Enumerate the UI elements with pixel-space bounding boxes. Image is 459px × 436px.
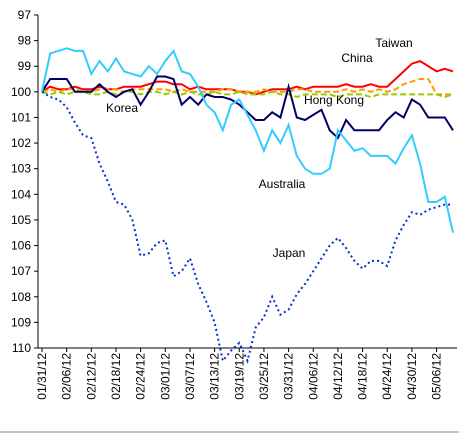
x-tick-label: 01/31/12: [35, 353, 49, 400]
x-tick-label: 04/18/12: [356, 353, 370, 400]
y-tick-label: 108: [11, 290, 31, 304]
y-tick-label: 101: [11, 110, 31, 124]
y-tick-label: 99: [18, 59, 32, 73]
series-line: [41, 78, 453, 96]
y-tick-label: 109: [11, 315, 31, 329]
y-tick-label: 102: [11, 136, 31, 150]
x-tick-label: 02/06/12: [60, 353, 74, 400]
y-tick-label: 106: [11, 239, 31, 253]
series-line: [41, 75, 454, 140]
series-label: Hong Kong: [304, 93, 364, 107]
x-tick-label: 03/19/12: [232, 353, 246, 400]
x-tick-label: 04/06/12: [306, 353, 320, 400]
series-label: China: [341, 51, 373, 65]
x-tick-label: 05/06/12: [430, 353, 444, 400]
x-tick-label: 03/01/12: [158, 353, 172, 400]
x-tick-label: 04/24/12: [380, 353, 394, 400]
y-tick-label: 98: [18, 34, 32, 48]
y-tick-label: 100: [11, 85, 31, 99]
series-line: [41, 90, 453, 364]
y-tick-label: 110: [12, 341, 31, 355]
series-label: Japan: [273, 246, 306, 260]
series-label: Taiwan: [375, 36, 412, 50]
x-tick-label: 04/30/12: [405, 353, 419, 400]
y-tick-label: 105: [11, 213, 31, 227]
y-tick-label: 97: [18, 8, 32, 22]
y-tick-label: 103: [11, 162, 31, 176]
series-label: Korea: [106, 101, 138, 115]
series-line: [41, 90, 454, 99]
x-tick-label: 04/12/12: [331, 353, 345, 400]
x-tick-label: 02/24/12: [134, 353, 148, 400]
x-tick-label: 02/12/12: [84, 353, 98, 400]
series-label: Australia: [259, 177, 306, 191]
x-tick-label: 02/18/12: [109, 353, 123, 400]
x-tick-label: 03/31/12: [282, 353, 296, 400]
x-tick-label: 03/07/12: [183, 353, 197, 400]
series-line: [41, 47, 454, 233]
x-tick-label: 03/13/12: [208, 353, 222, 400]
x-tick-label: 03/25/12: [257, 353, 271, 400]
y-tick-label: 107: [11, 264, 31, 278]
y-tick-label: 104: [11, 187, 31, 201]
